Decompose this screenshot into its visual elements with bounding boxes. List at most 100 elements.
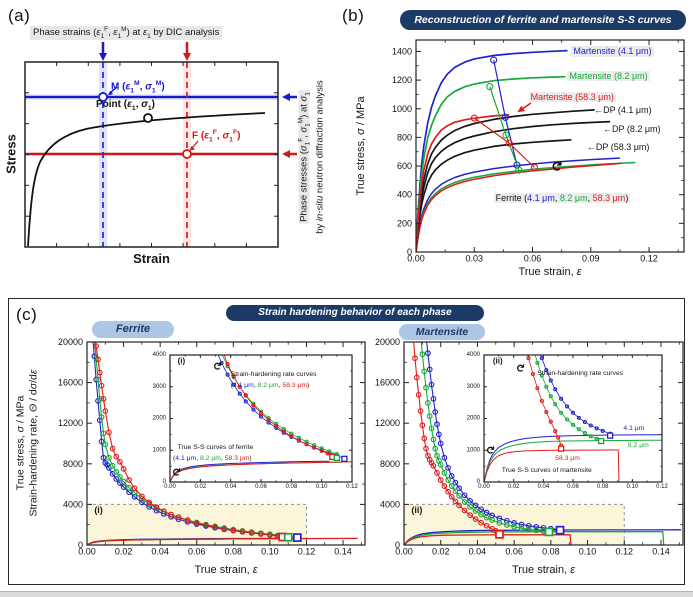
panel-c-label: (c) [16, 305, 38, 324]
svg-text:1000: 1000 [467, 447, 481, 453]
svg-text:0.14: 0.14 [652, 546, 670, 556]
chart-canvas: 0.00 0.02 0.04 0.06 0.08 0.10 0.12 0 1000 2000 300… [467, 352, 669, 490]
svg-text:0: 0 [163, 479, 167, 485]
svg-text:4000: 4000 [153, 352, 167, 358]
loop-arrow-icon: ↻ [169, 466, 183, 477]
ferrite-x-axis-label: True strain, ε [194, 564, 258, 576]
martensite-point-marker [98, 92, 108, 102]
svg-text:2000: 2000 [467, 416, 481, 422]
martensite-pill: Martensite [399, 324, 485, 340]
svg-text:0.04: 0.04 [225, 484, 237, 490]
chart-annotation: ←DP (58.3 μm) [586, 142, 650, 153]
chart-annotation: Ferrite (4.1 μm, 8.2 μm, 58.3 μm) [493, 192, 631, 203]
svg-text:0.06: 0.06 [255, 484, 267, 490]
stress-strain-curve [27, 112, 266, 247]
svg-text:20000: 20000 [58, 337, 83, 347]
svg-text:0.10: 0.10 [626, 484, 638, 490]
svg-text:4000: 4000 [467, 352, 481, 358]
svg-text:0: 0 [395, 540, 400, 550]
chart-reconstructed-ss-curves: 0.00 0.03 0.06 0.09 0.12 0 200 400 600 800 1000 120… [392, 39, 685, 263]
martensite-point-label: M (ε1M, σ1M) [111, 80, 165, 95]
svg-text:0.06: 0.06 [524, 253, 542, 263]
svg-text:0: 0 [407, 247, 412, 257]
chart-annotation: Martensite (58.3 μm) [528, 91, 616, 102]
svg-text:0.00: 0.00 [478, 484, 490, 490]
svg-text:0.04: 0.04 [151, 546, 169, 556]
svg-text:16000: 16000 [375, 378, 400, 388]
panel-a-title: Phase strains (ε1F, ε1M) at ε1 by DIC an… [30, 26, 223, 41]
chart-annotation: Strain-hardening rate curves [230, 370, 317, 378]
label-leader-arrows [107, 86, 199, 151]
svg-text:0.09: 0.09 [582, 253, 600, 263]
svg-text:0.02: 0.02 [115, 546, 133, 556]
svg-text:8000: 8000 [63, 459, 83, 469]
panel-a: (a) Phase strains (ε1F, ε1M) at ε1 by DI… [0, 0, 340, 295]
svg-text:4000: 4000 [380, 499, 400, 509]
svg-text:1400: 1400 [392, 46, 412, 56]
window-bottom-edge [0, 591, 693, 597]
martensite-x-axis-label: True strain, ε [511, 564, 576, 576]
measured-point-label: Point (ε1, σ1) [96, 99, 156, 112]
panel-b: (b) [335, 0, 693, 295]
loop-arrow-icon: ↻ [210, 361, 224, 371]
svg-text:0.00: 0.00 [395, 546, 413, 556]
svg-text:2000: 2000 [153, 416, 167, 422]
chart-annotation: True S-S curves of ferrite [177, 444, 254, 452]
svg-text:1000: 1000 [392, 104, 412, 114]
chart-annotation: 8.2 μm [627, 442, 649, 450]
chart-annotation: Martensite (8.2 μm) [567, 71, 650, 82]
chart-annotation: (ii) [411, 505, 423, 516]
panel-b-badge: Reconstruction of ferrite and martensite… [400, 10, 686, 30]
svg-text:0.02: 0.02 [194, 484, 206, 490]
chart-annotation: 4.1 μm [623, 424, 645, 432]
svg-text:0.06: 0.06 [567, 484, 579, 490]
svg-text:0.10: 0.10 [261, 546, 279, 556]
chart-canvas: 0.00 0.02 0.04 0.06 0.08 0.10 0.12 0.14 0 4000 800… [375, 337, 684, 556]
svg-text:0.14: 0.14 [334, 546, 352, 556]
chart-annotation: Martensite (4.1 μm) [571, 46, 654, 57]
svg-text:0.02: 0.02 [508, 484, 520, 490]
svg-text:0.00: 0.00 [164, 484, 176, 490]
svg-text:20000: 20000 [375, 337, 400, 347]
dic-analysis-arrows [99, 42, 191, 61]
loop-arrow-icon: ↻ [483, 445, 497, 455]
chart-martensite-inset: 0.00 0.02 0.04 0.06 0.08 0.10 0.12 0 1000 2000 300… [467, 352, 669, 490]
panel-a-x-axis-label: Strain [133, 251, 170, 266]
chart-martensite-strain-hardening: 0.00 0.02 0.04 0.06 0.08 0.10 0.12 0.14 0 4000 800… [375, 337, 684, 556]
c-y-label-line2: Strain-hardening rate, Θ / dσ/dε [27, 369, 39, 517]
svg-text:16000: 16000 [58, 378, 83, 388]
chart-canvas: 0.00 0.02 0.04 0.06 0.08 0.10 0.12 0.14 0 4000 800… [58, 337, 366, 556]
svg-text:400: 400 [397, 190, 412, 200]
ferrite-pill: Ferrite [92, 321, 174, 338]
svg-text:12000: 12000 [58, 418, 83, 428]
svg-text:0.02: 0.02 [432, 546, 450, 556]
svg-text:0.12: 0.12 [640, 253, 658, 263]
right-caption-line2: by in-situ neutron diffraction analysis [314, 80, 326, 234]
svg-text:1200: 1200 [392, 75, 412, 85]
chart-canvas: 0.00 0.02 0.04 0.06 0.08 0.10 0.12 0 1000 2000 300… [153, 352, 359, 490]
chart-annotation: 58.3 μm [555, 454, 580, 462]
svg-text:0.03: 0.03 [465, 253, 483, 263]
svg-text:0.12: 0.12 [298, 546, 316, 556]
svg-text:0.00: 0.00 [78, 546, 96, 556]
neutron-diffraction-arrows [282, 93, 297, 158]
svg-text:0: 0 [78, 540, 83, 550]
svg-text:0.00: 0.00 [407, 253, 425, 263]
svg-text:0.08: 0.08 [597, 484, 609, 490]
measured-point-marker [143, 113, 153, 123]
svg-text:0.06: 0.06 [505, 546, 523, 556]
svg-text:0.04: 0.04 [537, 484, 549, 490]
chart-annotation: (4.1 μm, 8.2 μm, 58.3 μm) [173, 455, 252, 463]
chart-annotation: (4.1 μm, 8.2 μm, 58.3 μm) [230, 382, 310, 390]
svg-text:1000: 1000 [153, 447, 167, 453]
loop-arrow-icon: ↻ [547, 160, 564, 172]
chart-annotation: (i) [177, 356, 186, 366]
svg-text:0.08: 0.08 [225, 546, 243, 556]
svg-text:0: 0 [477, 479, 481, 485]
chart-annotation: (ii) [492, 356, 503, 366]
svg-text:0.10: 0.10 [316, 484, 328, 490]
svg-text:3000: 3000 [153, 384, 167, 390]
chart-annotation: (i) [94, 505, 103, 516]
ferrite-point-label: F (ε1F, σ1F) [192, 129, 241, 144]
svg-text:800: 800 [397, 132, 412, 142]
